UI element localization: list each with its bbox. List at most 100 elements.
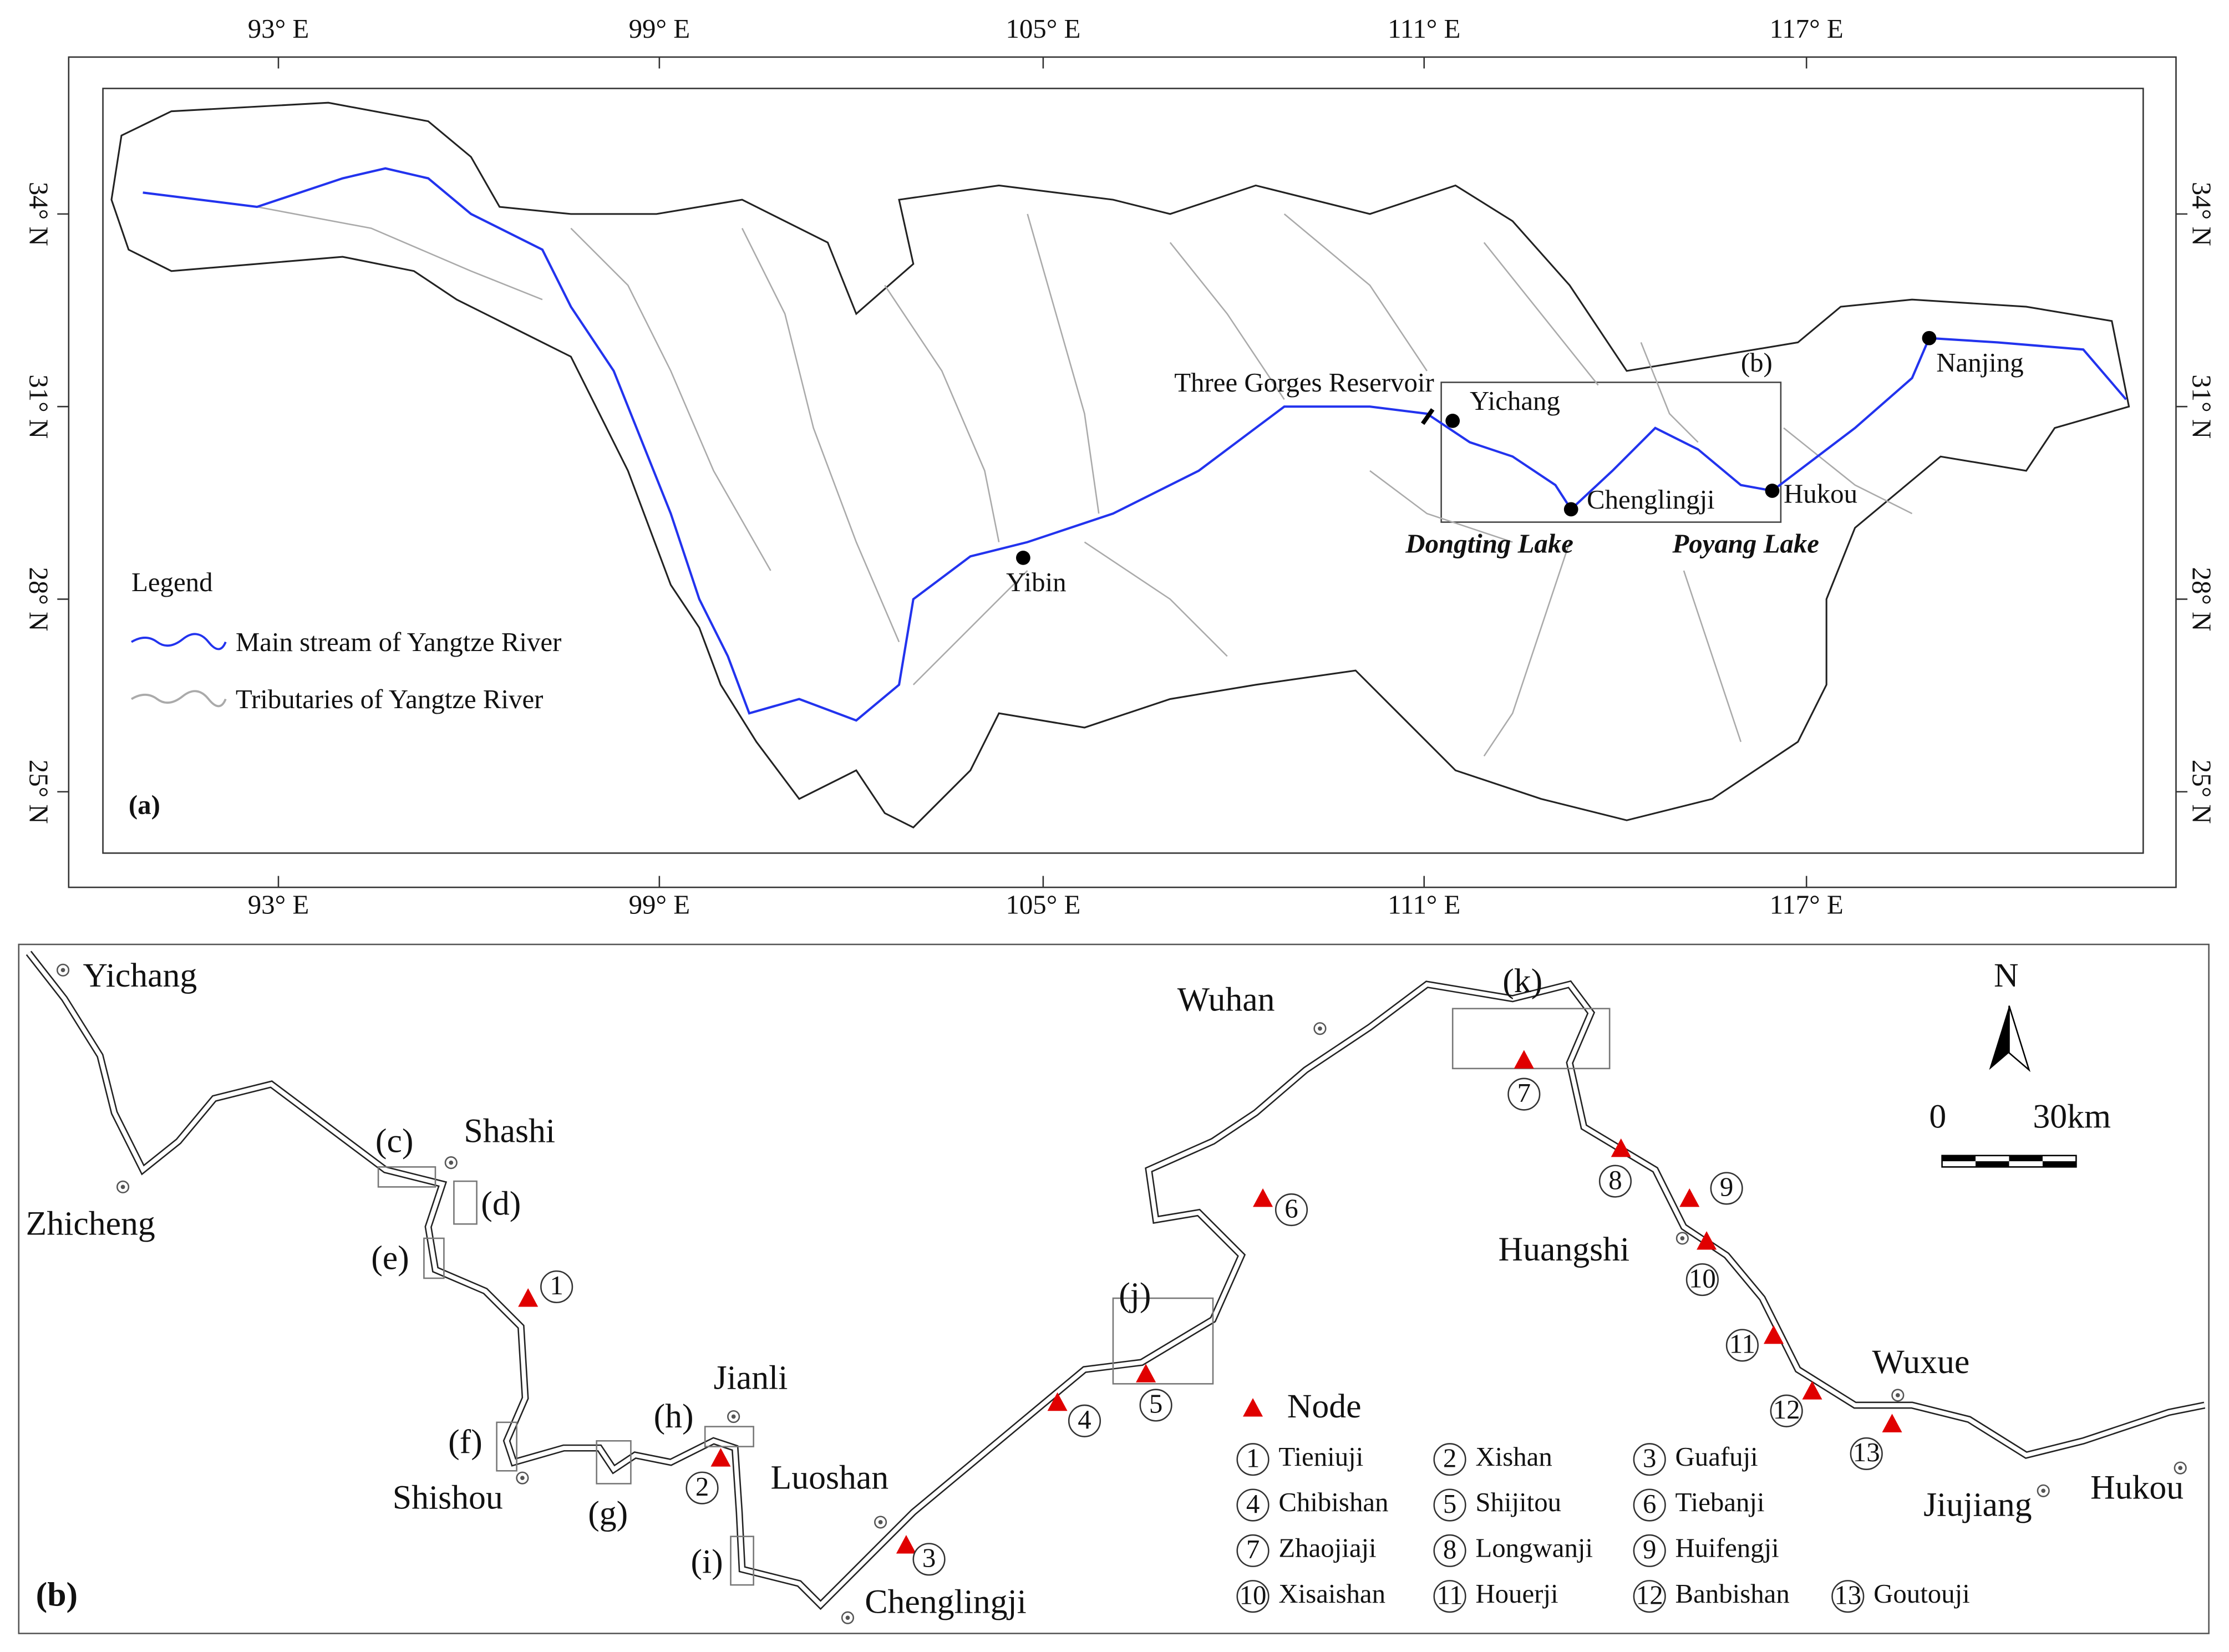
- node-number: 10: [1240, 1579, 1267, 1610]
- node-name: Huifengji: [1675, 1533, 1779, 1563]
- node-name: Houerji: [1475, 1578, 1558, 1609]
- node-name: Longwanji: [1475, 1533, 1593, 1563]
- lon-label: 117° E: [1770, 13, 1844, 44]
- node-number: 5: [1443, 1488, 1456, 1519]
- panel-label: (b): [36, 1575, 78, 1613]
- tributary: [912, 570, 1028, 685]
- node-number: 3: [922, 1543, 936, 1573]
- node-marker: [1802, 1381, 1822, 1400]
- city-label: Wuhan: [1177, 981, 1275, 1019]
- city-label: Zhicheng: [26, 1205, 155, 1243]
- box-label: (f): [448, 1423, 483, 1461]
- node-number-circle: [1068, 1404, 1101, 1437]
- node-number-circle: [1598, 1165, 1632, 1198]
- zoom-box: [377, 1166, 436, 1188]
- scale-label: 0: [1929, 1098, 1946, 1136]
- tributary: [1683, 570, 1742, 743]
- node-number-circle: [1507, 1077, 1541, 1111]
- city-marker-core: [2041, 1488, 2046, 1493]
- lon-label: 117° E: [1770, 889, 1844, 919]
- reservoir-label: Three Gorges Reservoir: [1174, 367, 1434, 398]
- tributary: [741, 228, 900, 643]
- city-marker: [1891, 1389, 1905, 1402]
- node-number: 2: [695, 1471, 709, 1502]
- scale-seg: [2042, 1161, 2076, 1167]
- tributary: [1027, 214, 1100, 514]
- lat-label: 28° N: [23, 567, 54, 632]
- node-number-circle: [1770, 1394, 1803, 1427]
- node-marker: [1882, 1414, 1902, 1432]
- city-label: Shashi: [464, 1112, 555, 1150]
- node-marker: [1764, 1325, 1784, 1344]
- node-number: 12: [1636, 1579, 1663, 1610]
- node-number: 2: [1443, 1442, 1456, 1473]
- node-number: 1: [550, 1270, 563, 1300]
- node-number: 10: [1689, 1263, 1716, 1293]
- zoom-box: [496, 1421, 517, 1472]
- box-label: (j): [1119, 1276, 1151, 1314]
- lat-label: 34° N: [2186, 182, 2217, 246]
- lat-label: 25° N: [23, 760, 54, 824]
- city-label: Hukou: [2090, 1468, 2184, 1506]
- box-label: (i): [690, 1543, 723, 1580]
- node-number: 6: [1643, 1488, 1656, 1519]
- box-label: (e): [371, 1239, 409, 1277]
- panel-a-frame: [68, 56, 2177, 888]
- city-label: Yichang: [1470, 385, 1560, 416]
- city-label: Luoshan: [771, 1458, 889, 1496]
- node-number-circle: [1433, 1580, 1466, 1613]
- node-marker: [518, 1288, 539, 1307]
- legend-item: Tributaries of Yangtze River: [236, 684, 544, 714]
- node-number-circle: [1433, 1534, 1466, 1567]
- city-marker-core: [845, 1615, 850, 1620]
- node-name: Chibishan: [1278, 1487, 1388, 1517]
- box-label: (h): [654, 1397, 694, 1435]
- river-water: [27, 952, 2205, 1608]
- tributary: [570, 227, 771, 571]
- legend-title: Legend: [131, 567, 213, 597]
- node-number-circle: [540, 1270, 573, 1304]
- box-label: (g): [588, 1495, 628, 1532]
- city-marker: [516, 1471, 529, 1485]
- lon-label: 93° E: [248, 13, 309, 44]
- city-dot: [1445, 414, 1460, 428]
- city-marker: [841, 1611, 855, 1624]
- river-bank: [26, 950, 2206, 1610]
- lat-label: 25° N: [2186, 760, 2217, 824]
- node-number-circle: [1850, 1437, 1883, 1471]
- zoom-box: [704, 1426, 754, 1447]
- node-number-circle: [1236, 1488, 1270, 1522]
- node-number: 8: [1443, 1534, 1456, 1564]
- lon-label: 99° E: [629, 889, 690, 919]
- lon-label: 93° E: [248, 889, 309, 919]
- lat-label: 34° N: [23, 182, 54, 246]
- city-marker-core: [2178, 1466, 2183, 1471]
- node-marker: [1611, 1138, 1631, 1157]
- city-label: Chenglingji: [865, 1583, 1027, 1620]
- north-label: N: [1994, 957, 2019, 994]
- node-number-circle: [1710, 1172, 1743, 1205]
- legend-item: Main stream of Yangtze River: [236, 627, 562, 657]
- node-number-circle: [1433, 1488, 1466, 1522]
- zoom-box: [596, 1440, 632, 1485]
- city-marker: [2174, 1461, 2187, 1475]
- tributary: [1169, 242, 1285, 400]
- node-name: Tiebanji: [1675, 1487, 1765, 1517]
- city-label: Jiujiang: [1923, 1486, 2032, 1523]
- node-number: 4: [1078, 1404, 1091, 1435]
- tributary: [1084, 541, 1228, 657]
- legend-trib-line: [131, 690, 227, 708]
- node-number: 9: [1720, 1172, 1733, 1202]
- scale-seg: [1942, 1155, 1976, 1162]
- city-marker-core: [120, 1185, 125, 1190]
- city-label: Huangshi: [1499, 1231, 1630, 1268]
- city-marker-core: [1895, 1393, 1900, 1397]
- tributary: [1640, 342, 1699, 443]
- node-number-circle: [686, 1471, 719, 1504]
- city-label: Nanjing: [1936, 347, 2023, 378]
- node-marker: [710, 1448, 731, 1467]
- node-name: Shijitou: [1475, 1487, 1561, 1517]
- node-name: Goutouji: [1873, 1578, 1970, 1609]
- node-number-circle: [1725, 1329, 1759, 1362]
- node-name: Xishan: [1475, 1441, 1552, 1472]
